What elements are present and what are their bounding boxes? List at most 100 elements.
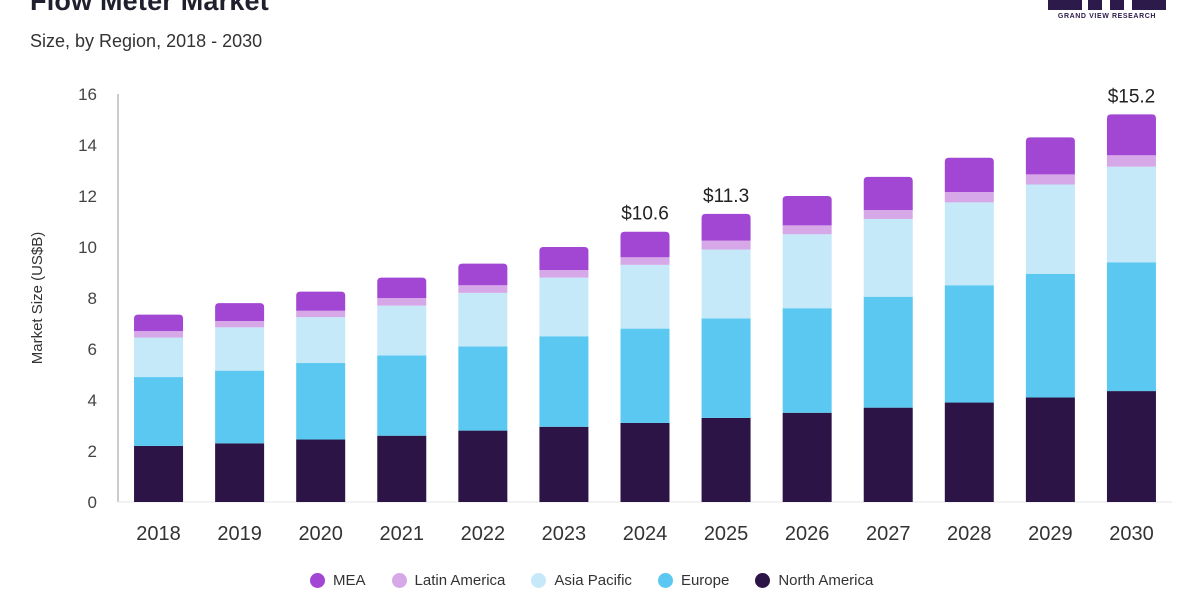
bar-segment [701,249,751,319]
bar-segment [134,314,184,332]
bar-segment [539,269,589,278]
bar-segment [782,196,832,226]
bar-segment [458,285,508,293]
bar-segment [1106,391,1156,502]
data-label: $15.2 [1108,86,1156,107]
bar-segment [296,439,346,502]
data-label: $11.3 [703,186,749,207]
bar-segment [863,210,913,219]
legend-swatch [310,572,325,588]
x-tick-label: 2018 [136,523,181,545]
bar-segment [134,337,184,378]
chart-subtitle: Size, by Region, 2018 - 2030 [30,31,263,51]
x-tick-label: 2027 [866,523,911,545]
bar-segment [782,234,832,309]
x-tick-label: 2021 [380,523,425,545]
chart-title: Flow Meter Market [30,0,269,16]
legend-item: Europe [657,571,730,589]
bar-segment [620,328,670,423]
x-tick-label: 2019 [217,523,262,545]
legend-item: Asia Pacific [531,572,632,589]
bar-segment [863,296,913,408]
bar-segment [377,277,427,298]
bar-segment [1106,166,1156,263]
bar-segment [1025,273,1075,398]
bar-segment [782,308,832,413]
x-tick-label: 2020 [298,523,343,545]
bar-segment [296,363,346,440]
y-tick-label: 16 [78,85,97,104]
legend-label: MEA [333,571,366,589]
bar-segment [134,377,184,446]
bar-segment [215,303,265,321]
bar-segment [134,445,184,502]
x-tick-label: 2029 [1028,523,1073,545]
bar-segment [944,285,994,403]
bar-segment [620,422,670,502]
y-tick-label: 14 [78,136,97,155]
y-tick-label: 0 [88,493,97,512]
bar-segment [1106,262,1156,392]
bar-segment [458,292,508,347]
bar-segment [296,310,346,318]
bar-segment [134,331,184,338]
bar-segment [215,327,265,371]
x-tick-label: 2025 [704,523,749,545]
x-tick-label: 2026 [785,523,830,545]
bar-segment [701,213,751,241]
x-tick-label: 2024 [623,523,668,545]
bar-segment [215,370,265,444]
y-tick-label: 8 [88,289,97,308]
bar-segment [944,402,994,502]
bar-segment [539,336,589,427]
bar-segment [863,407,913,502]
bar-segment [944,157,994,193]
y-tick-label: 12 [78,187,97,206]
bar-segment [458,263,508,286]
bar-segment [539,426,589,502]
bar-segment [863,218,913,297]
bar-segment [1025,137,1075,175]
chart-legend: MEA Latin America Asia Pacific Europe North … [310,568,899,592]
grand-view-research-logo: GRAND VIEW RESEARCH [1046,0,1168,26]
bar-segment [620,257,670,265]
y-tick-label: 6 [88,340,97,359]
logo-mark-icon [1048,0,1166,10]
bar-segment [782,225,832,235]
bar-segment [296,317,346,364]
y-tick-label: 10 [78,238,97,257]
y-axis-label: Market Size (US$B) [29,232,46,365]
bar-segment [458,430,508,502]
bar-segment [296,291,346,311]
x-tick-label: 2022 [461,523,506,545]
legend-label: Latin America [414,571,506,589]
data-label: $10.6 [621,204,669,225]
bar-segment [458,346,508,431]
bar-segment [377,305,427,356]
bar-segment [620,231,670,258]
legend-item: Latin America [391,571,506,589]
bar-segment [1106,114,1156,156]
bar-segment [782,412,832,502]
bar-segment [701,240,751,250]
legend-label: Asia Pacific [554,571,632,589]
bar-segment [944,202,994,286]
bar-segment [701,318,751,418]
bar-segment [377,355,427,436]
legend-swatch [657,572,673,588]
bar-segment [1025,184,1075,274]
bar-segment [1025,174,1075,185]
bar-segment [1106,155,1156,167]
bar-segment [215,443,265,502]
bar-segment [620,264,670,329]
x-tick-label: 2023 [542,523,587,545]
legend-item: MEA [310,572,366,589]
logo-text: GRAND VIEW RESEARCH [1057,13,1157,20]
bar-segment [377,298,427,306]
x-tick-label: 2030 [1109,523,1154,545]
legend-swatch [531,572,547,588]
legend-label: Europe [680,571,730,589]
bar-segment [539,247,589,270]
bar-segment [215,320,265,328]
